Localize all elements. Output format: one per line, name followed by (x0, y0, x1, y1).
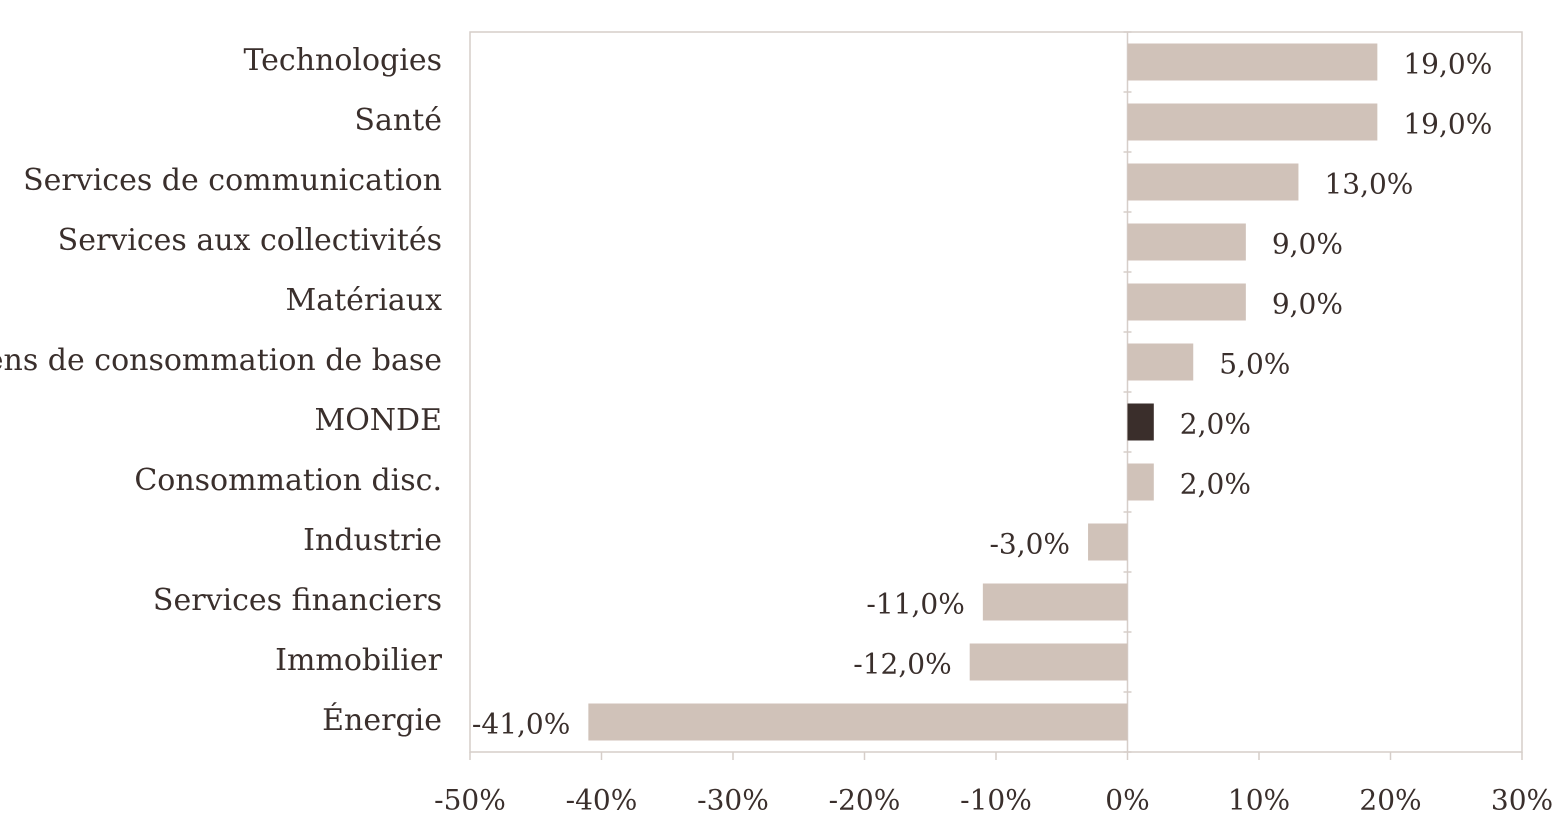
category-label-services-de-communication: Services de communication (23, 163, 442, 198)
bar-sante (1127, 103, 1378, 141)
value-label-technologies: 19,0% (1403, 48, 1492, 81)
x-tick-label: 0% (1105, 784, 1149, 817)
category-label-sante: Santé (354, 103, 442, 138)
x-tick-label: -40% (566, 784, 638, 817)
bar-industrie (1088, 523, 1128, 561)
value-label-energie: -41,0% (472, 708, 570, 741)
value-label-services-financiers: -11,0% (866, 588, 964, 621)
category-label-technologies: Technologies (243, 43, 442, 78)
value-label-biens-de-consommation-de-base: 5,0% (1219, 348, 1290, 381)
category-label-immobilier: Immobilier (275, 643, 443, 678)
bar-biens-de-consommation-de-base (1127, 343, 1194, 381)
value-label-industrie: -3,0% (989, 528, 1070, 561)
x-tick-label: 30% (1491, 784, 1553, 817)
x-tick-label: -50% (434, 784, 506, 817)
x-tick-label: 10% (1228, 784, 1290, 817)
value-label-sante: 19,0% (1403, 108, 1492, 141)
x-tick-label: -20% (829, 784, 901, 817)
category-label-energie: Énergie (322, 702, 442, 738)
category-label-services-aux-collectivites: Services aux collectivités (58, 223, 442, 258)
value-label-consommation-disc: 2,0% (1180, 468, 1251, 501)
bar-services-financiers (982, 583, 1128, 621)
bar-consommation-disc (1127, 463, 1154, 501)
value-label-monde: 2,0% (1180, 408, 1251, 441)
bar-technologies (1127, 43, 1378, 81)
bar-materiaux (1127, 283, 1246, 321)
category-label-services-financiers: Services financiers (153, 583, 442, 618)
value-label-materiaux: 9,0% (1272, 288, 1343, 321)
bar-services-de-communication (1127, 163, 1299, 201)
x-tick-label: 20% (1359, 784, 1421, 817)
category-label-industrie: Industrie (303, 523, 442, 558)
bar-immobilier (969, 643, 1128, 681)
category-label-biens-de-consommation-de-base: Biens de consommation de base (0, 343, 442, 378)
x-tick-label: -10% (960, 784, 1032, 817)
value-label-immobilier: -12,0% (853, 648, 951, 681)
category-label-materiaux: Matériaux (286, 283, 443, 318)
bar-energie (588, 703, 1128, 741)
x-tick-label: -30% (697, 784, 769, 817)
category-label-monde: MONDE (314, 403, 442, 438)
value-label-services-aux-collectivites: 9,0% (1272, 228, 1343, 261)
value-label-services-de-communication: 13,0% (1324, 168, 1413, 201)
bar-services-aux-collectivites (1127, 223, 1246, 261)
bar-monde (1127, 403, 1154, 441)
category-label-consommation-disc: Consommation disc. (134, 463, 442, 498)
